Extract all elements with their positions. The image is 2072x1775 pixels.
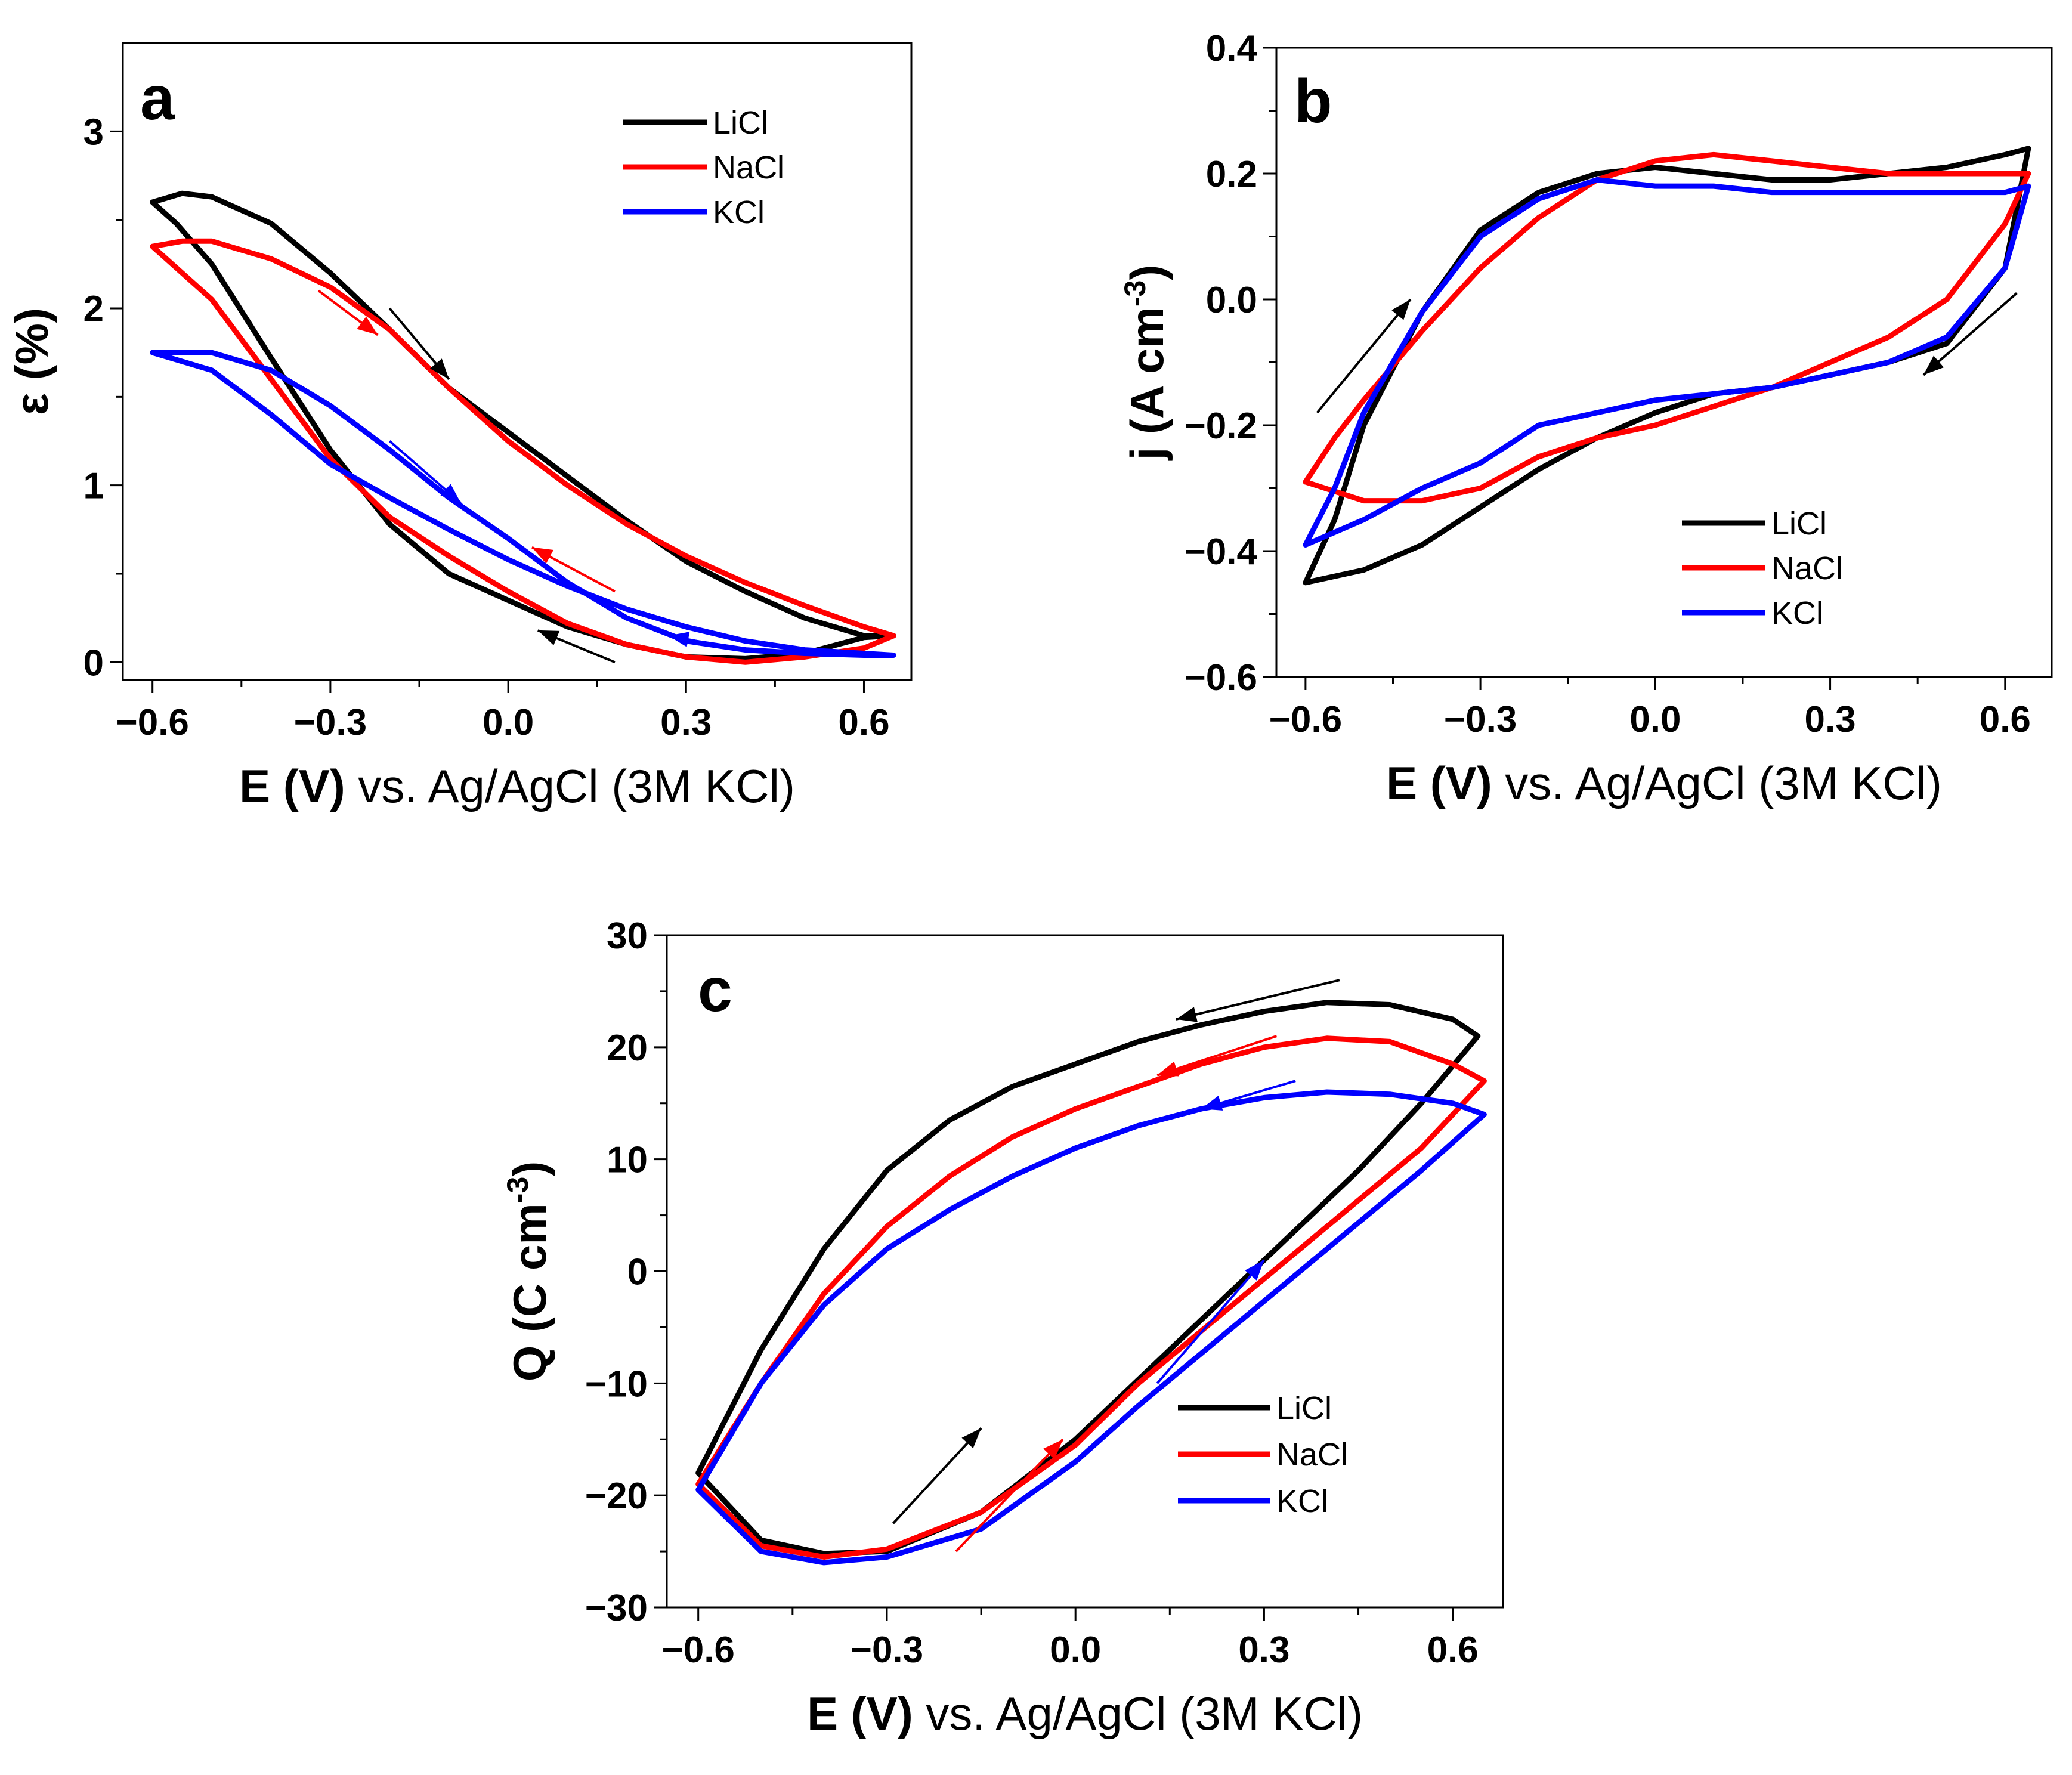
- y-tick-label: 0.2: [1206, 154, 1257, 195]
- series-line-kcl: [1303, 177, 2031, 548]
- direction-arrow-head: [537, 630, 560, 645]
- direction-arrow-head: [1391, 299, 1411, 320]
- series-line-kcl: [150, 350, 896, 658]
- series-line-licl: [695, 1000, 1481, 1557]
- y-tick-label: 2: [84, 289, 104, 330]
- direction-arrow-head: [668, 632, 690, 647]
- x-tick-label: −0.3: [294, 702, 367, 743]
- x-axis-title: E (V) vs. Ag/AgCl (3M KCl): [807, 1687, 1363, 1740]
- panel-b-chart: −0.6 −0.3 0.0 0.3 0.6 −0.6 −0.4 −0.2 0.0 0.2 0.4 Li…: [1118, 28, 2053, 809]
- y-tick-label: −20: [585, 1476, 648, 1517]
- y-tick-label: −30: [585, 1588, 648, 1629]
- x-tick-label: −0.6: [1269, 699, 1342, 740]
- series-line-kcl: [695, 1089, 1487, 1566]
- direction-arrow-head: [429, 358, 449, 379]
- direction-arrow-head: [961, 1428, 982, 1449]
- direction-arrow-head: [1201, 1096, 1223, 1111]
- x-tick-label: 0.6: [1427, 1629, 1479, 1671]
- panel-c-chart: −0.6 −0.3 0.0 0.3 0.6 −30 −20 −10 0 10 20 30 LiCl NaC…: [501, 916, 1504, 1740]
- y-axis-title: ε (%): [5, 308, 58, 415]
- panel-letter: b: [1294, 67, 1332, 136]
- legend-label-licl: LiCl: [1771, 506, 1827, 542]
- series-line-nacl: [150, 238, 896, 665]
- direction-arrow-head: [1923, 355, 1944, 375]
- direction-arrow-head: [1043, 1439, 1063, 1459]
- x-tick-label: 0.6: [838, 702, 889, 743]
- y-axis-title: j (A cm-3): [1118, 265, 1173, 462]
- y-tick-label: 1: [84, 466, 104, 507]
- direction-arrow-line: [1176, 979, 1340, 1021]
- x-tick-label: 0.3: [660, 702, 712, 743]
- direction-arrow-head: [357, 316, 378, 335]
- direction-arrow-head: [1157, 1061, 1179, 1077]
- x-tick-label: −0.3: [851, 1629, 923, 1671]
- x-tick-label: 0.0: [483, 702, 534, 743]
- legend-label-kcl: KCl: [713, 194, 765, 230]
- legend-label-nacl: NaCl: [713, 150, 784, 185]
- series-line-licl: [150, 190, 896, 661]
- y-tick-label: 3: [84, 112, 104, 153]
- series-line-licl: [1303, 146, 2031, 586]
- y-tick-label: 30: [607, 916, 648, 957]
- x-tick-label: −0.3: [1444, 699, 1517, 740]
- legend-label-kcl: KCl: [1276, 1483, 1328, 1519]
- direction-arrow-line: [1156, 1035, 1278, 1077]
- x-tick-label: 0.6: [1980, 699, 2031, 740]
- direction-arrow-head: [1176, 1007, 1198, 1022]
- y-tick-label: −0.2: [1185, 406, 1257, 447]
- y-tick-label: −0.4: [1185, 531, 1258, 573]
- y-tick-label: 10: [607, 1140, 648, 1181]
- y-tick-label: 0: [84, 642, 104, 684]
- series-line-nacl: [695, 1035, 1487, 1560]
- panel-a-axes-frame: [122, 42, 913, 681]
- direction-arrow-head: [531, 547, 553, 564]
- panel-letter: c: [698, 955, 732, 1025]
- panel-letter: a: [140, 64, 175, 133]
- direction-arrow-line: [1922, 292, 2018, 376]
- direction-arrow-line: [892, 1427, 982, 1524]
- y-axis-title: Q (C cm-3): [501, 1161, 556, 1382]
- x-axis-title: E (V) vs. Ag/AgCl (3M KCl): [239, 760, 795, 812]
- direction-arrow-line: [1156, 1259, 1265, 1384]
- panel-a-chart: −0.6 −0.3 0.0 0.3 0.6 0 1 2 3 LiCl NaCl KCl a E (V) v…: [5, 42, 913, 812]
- x-tick-label: 0.0: [1050, 1629, 1101, 1671]
- direction-arrow-line: [955, 1438, 1064, 1553]
- x-tick-label: −0.6: [116, 702, 188, 743]
- x-tick-label: −0.6: [662, 1629, 735, 1671]
- y-tick-label: 0.4: [1206, 28, 1258, 69]
- x-tick-label: 0.3: [1238, 1629, 1289, 1671]
- direction-arrow-head: [440, 484, 461, 503]
- y-tick-label: −0.6: [1185, 657, 1257, 698]
- series-line-nacl: [1303, 151, 2031, 504]
- x-tick-label: 0.3: [1804, 699, 1855, 740]
- y-tick-label: −10: [585, 1363, 648, 1405]
- legend-label-nacl: NaCl: [1276, 1437, 1348, 1473]
- legend-label-kcl: KCl: [1771, 595, 1823, 631]
- legend-label-nacl: NaCl: [1771, 551, 1843, 586]
- legend-label-licl: LiCl: [713, 105, 768, 141]
- direction-arrow-head: [1245, 1260, 1264, 1281]
- legend-label-licl: LiCl: [1276, 1390, 1332, 1426]
- x-tick-label: 0.0: [1629, 699, 1681, 740]
- y-tick-label: 0: [627, 1252, 648, 1293]
- y-tick-label: 0.0: [1206, 280, 1257, 321]
- panel-c-axes-frame: [666, 934, 1504, 1609]
- direction-arrow-line: [1316, 298, 1412, 414]
- y-tick-label: 20: [607, 1028, 648, 1069]
- x-axis-title: E (V) vs. Ag/AgCl (3M KCl): [1386, 757, 1942, 809]
